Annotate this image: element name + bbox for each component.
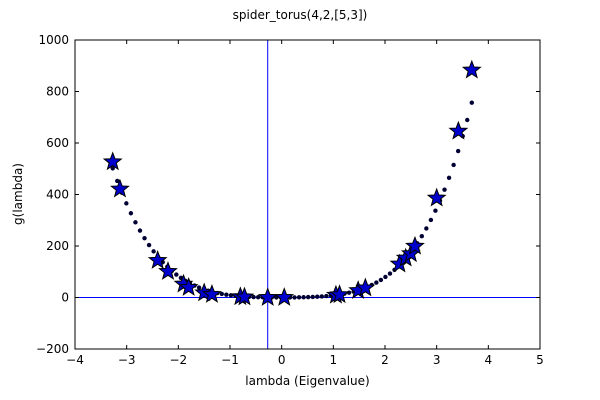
curve-point bbox=[137, 228, 143, 233]
curve-point bbox=[424, 226, 429, 231]
chart-title: spider_torus(4,2,[5,3]) bbox=[233, 8, 368, 22]
curve-point bbox=[296, 295, 302, 300]
curve-point bbox=[310, 294, 315, 300]
curve-point bbox=[324, 293, 329, 299]
star-marker bbox=[110, 178, 130, 198]
curve-point bbox=[133, 220, 138, 225]
curve-point bbox=[419, 234, 425, 239]
star-marker bbox=[178, 277, 199, 296]
star-marker bbox=[202, 283, 222, 303]
axis-ticks: −4 −3 −2 −1 0 1 2 3 4 5 −200 0 200 400 600 800 1000 bbox=[36, 33, 544, 367]
curve-point bbox=[446, 175, 452, 180]
curve-point bbox=[124, 201, 129, 206]
curve-point bbox=[428, 217, 434, 223]
x-tick-label: −1 bbox=[221, 353, 239, 367]
x-tick-label: 3 bbox=[433, 353, 441, 367]
star-marker bbox=[257, 287, 278, 306]
curve-point bbox=[315, 294, 320, 299]
curve-point bbox=[115, 178, 120, 184]
y-tick-label: 1000 bbox=[38, 33, 69, 47]
curve-point bbox=[142, 236, 147, 241]
x-tick-label: 1 bbox=[330, 353, 338, 367]
curve-point bbox=[301, 295, 306, 300]
curve-point bbox=[305, 294, 311, 300]
x-tick-label: −4 bbox=[66, 353, 84, 367]
plot-frame bbox=[74, 39, 541, 350]
star-marker bbox=[234, 286, 255, 306]
curve-point bbox=[196, 285, 202, 290]
star-marker bbox=[461, 59, 482, 79]
x-tick-label: 4 bbox=[485, 353, 493, 367]
curve-point bbox=[219, 291, 225, 297]
x-tick-label: 0 bbox=[278, 353, 286, 367]
y-tick-label: 200 bbox=[46, 239, 69, 253]
curve-point bbox=[319, 294, 325, 299]
x-axis-label: lambda (Eigenvalue) bbox=[245, 374, 369, 388]
curve-point bbox=[383, 274, 388, 280]
y-tick-label: 600 bbox=[46, 136, 69, 150]
star-marker bbox=[158, 261, 178, 280]
y-axis-label: g(lambda) bbox=[11, 163, 25, 225]
curve-point bbox=[151, 249, 156, 254]
curve-point bbox=[224, 292, 229, 297]
star-marker bbox=[329, 284, 350, 304]
star-marker bbox=[274, 287, 295, 306]
curve-point bbox=[387, 271, 393, 276]
y-tick-label: 0 bbox=[61, 291, 69, 305]
y-tick-label: 400 bbox=[46, 188, 69, 202]
curve-point bbox=[469, 100, 474, 105]
y-tick-label: −200 bbox=[36, 342, 69, 356]
curve-point bbox=[110, 166, 115, 171]
curve-point bbox=[433, 208, 438, 213]
star-marker bbox=[426, 187, 447, 207]
x-tick-label: 5 bbox=[536, 353, 544, 367]
curve-point bbox=[251, 294, 256, 300]
curve-point bbox=[465, 117, 470, 123]
star-marker bbox=[102, 151, 123, 171]
plot-area bbox=[75, 40, 540, 349]
y-tick-label: 800 bbox=[46, 85, 69, 99]
curve-point bbox=[451, 162, 456, 168]
curve-point bbox=[292, 295, 297, 300]
curve-point bbox=[442, 187, 447, 192]
x-tick-label: −3 bbox=[118, 353, 136, 367]
curve-point bbox=[146, 242, 152, 248]
curve-point bbox=[174, 272, 179, 277]
curve-point bbox=[255, 294, 261, 300]
x-tick-label: −2 bbox=[169, 353, 187, 367]
curve-point bbox=[455, 148, 461, 154]
x-tick-label: 2 bbox=[381, 353, 389, 367]
star-marker bbox=[448, 120, 469, 140]
star-marker bbox=[405, 235, 425, 255]
curve-point bbox=[374, 280, 379, 285]
curve-point bbox=[378, 277, 384, 283]
star-marker bbox=[147, 250, 168, 269]
star-marker bbox=[355, 277, 376, 297]
curve-point bbox=[128, 211, 134, 216]
